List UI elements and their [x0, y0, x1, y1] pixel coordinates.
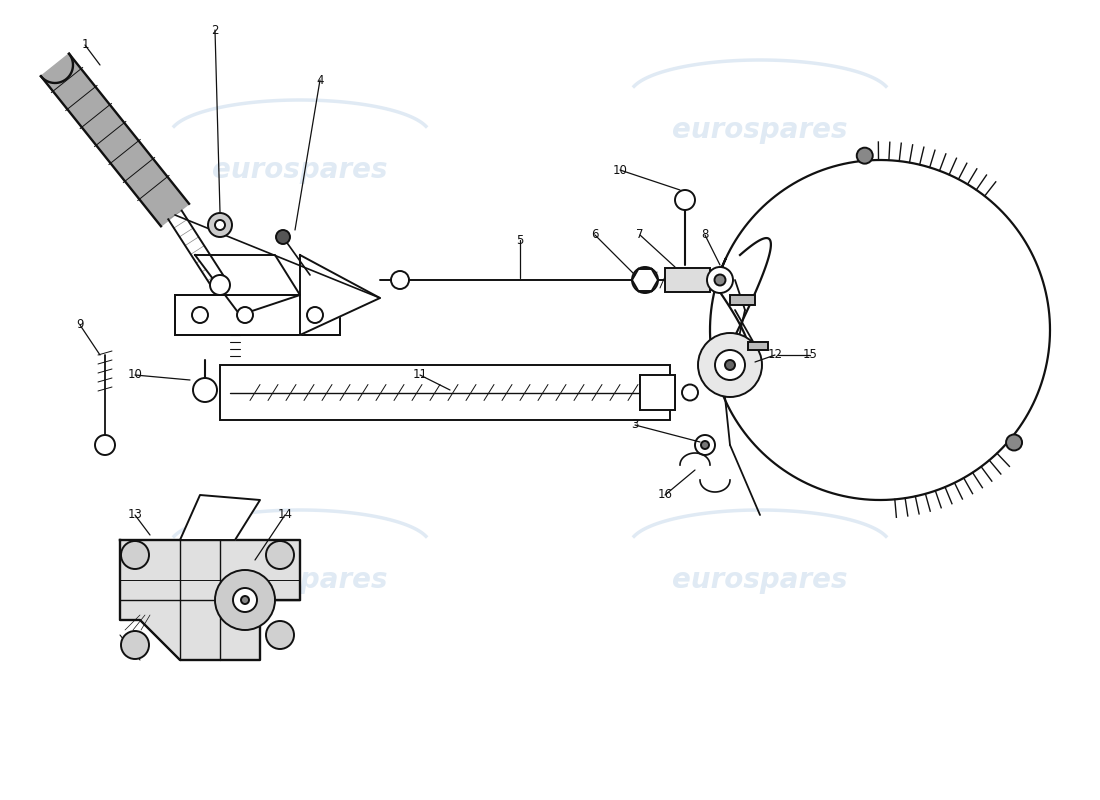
Text: 10: 10: [613, 163, 627, 177]
Circle shape: [266, 541, 294, 569]
Text: 4: 4: [317, 74, 323, 86]
Circle shape: [241, 596, 249, 604]
Polygon shape: [180, 495, 260, 540]
Text: 3: 3: [631, 418, 639, 431]
Bar: [640, 375, 675, 410]
Bar: [666, 268, 710, 292]
Circle shape: [695, 435, 715, 455]
Text: 13: 13: [128, 509, 142, 522]
Circle shape: [715, 274, 726, 286]
Text: 2: 2: [211, 23, 219, 37]
Text: eurospares: eurospares: [672, 116, 848, 144]
Text: 12: 12: [768, 349, 782, 362]
Bar: [730, 295, 755, 305]
Circle shape: [266, 621, 294, 649]
Circle shape: [236, 307, 253, 323]
Polygon shape: [120, 540, 300, 660]
Polygon shape: [195, 255, 300, 315]
Circle shape: [701, 441, 710, 449]
Circle shape: [95, 435, 116, 455]
Circle shape: [1006, 434, 1022, 450]
Circle shape: [192, 307, 208, 323]
Bar: [748, 342, 768, 350]
Text: 10: 10: [128, 369, 142, 382]
Circle shape: [233, 588, 257, 612]
Circle shape: [276, 230, 290, 244]
Text: 8: 8: [702, 229, 708, 242]
Polygon shape: [300, 255, 379, 335]
Circle shape: [715, 350, 745, 380]
Text: eurospares: eurospares: [212, 156, 387, 184]
Text: 1: 1: [81, 38, 89, 51]
Circle shape: [857, 148, 872, 164]
Circle shape: [121, 631, 148, 659]
Text: 7: 7: [636, 229, 644, 242]
Circle shape: [675, 190, 695, 210]
Circle shape: [390, 271, 409, 289]
Bar: [175, 295, 340, 335]
Circle shape: [707, 267, 733, 293]
Text: 16: 16: [658, 489, 672, 502]
Circle shape: [725, 360, 735, 370]
Circle shape: [121, 541, 148, 569]
Circle shape: [208, 213, 232, 237]
Circle shape: [698, 333, 762, 397]
Circle shape: [307, 307, 323, 323]
Polygon shape: [41, 54, 189, 226]
Circle shape: [214, 570, 275, 630]
Text: 5: 5: [516, 234, 524, 246]
Text: 14: 14: [277, 509, 293, 522]
Circle shape: [632, 267, 658, 293]
Circle shape: [682, 385, 698, 401]
Circle shape: [210, 275, 230, 295]
Circle shape: [192, 378, 217, 402]
Text: 15: 15: [803, 349, 817, 362]
Text: 11: 11: [412, 369, 428, 382]
Bar: [220, 365, 670, 420]
Text: 6: 6: [592, 229, 598, 242]
Text: eurospares: eurospares: [212, 566, 387, 594]
Circle shape: [214, 220, 225, 230]
Text: eurospares: eurospares: [672, 566, 848, 594]
Text: 9: 9: [76, 318, 84, 331]
